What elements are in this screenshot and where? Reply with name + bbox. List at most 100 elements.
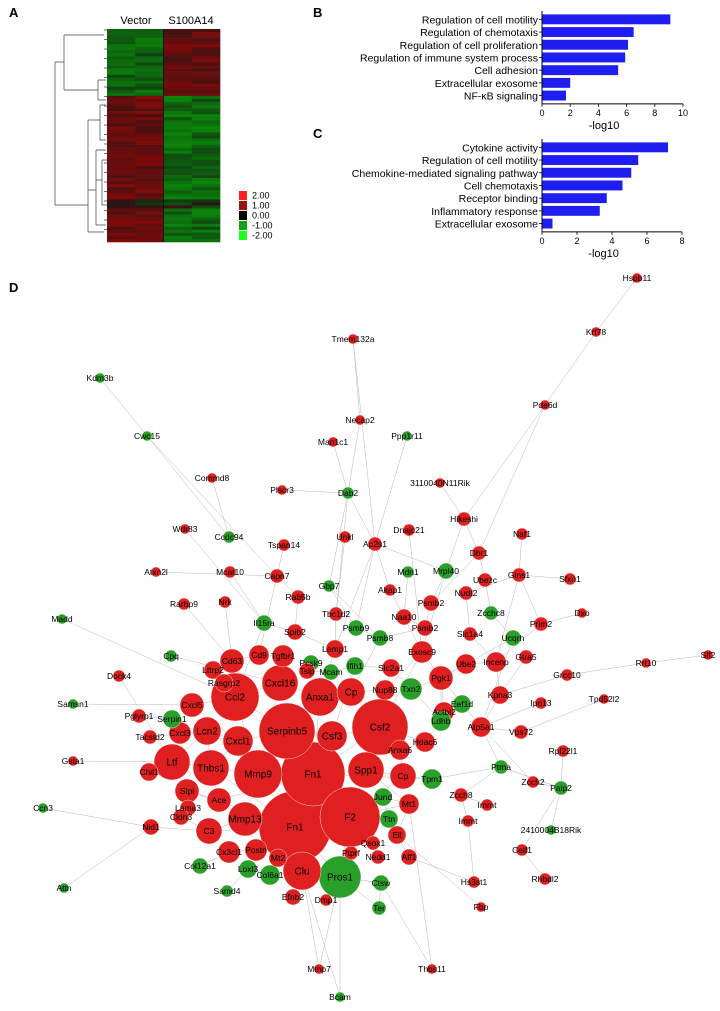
node-label: Fbp [474, 902, 489, 912]
heatmap-cell [107, 135, 136, 139]
heatmap-cell [191, 214, 221, 218]
network-node [351, 698, 409, 756]
network-node [539, 399, 551, 411]
node-label: Fn1 [304, 770, 322, 781]
node-label: Jund [374, 792, 393, 802]
network-node [504, 629, 522, 647]
network-node [399, 677, 423, 701]
network-node [258, 702, 316, 760]
network-node [223, 565, 237, 579]
network-node [381, 658, 401, 678]
heatmap-cell [163, 175, 193, 179]
heatmap-cell [163, 32, 193, 36]
heatmap-cell [107, 126, 136, 130]
heatmap-cell [163, 217, 193, 221]
network-edge [61, 618, 236, 698]
x-tick-label: 2 [574, 236, 579, 246]
heatmap-cell [107, 220, 136, 225]
heatmap-cell [163, 92, 193, 97]
node-label: Spib2 [284, 627, 306, 637]
heatmap-dendrogram [54, 29, 107, 233]
network-node [545, 824, 557, 836]
network-node [371, 629, 389, 647]
network-node [248, 644, 270, 666]
heatmap-cell [107, 223, 136, 228]
legend-value: -2.00 [252, 231, 273, 241]
heatmap-cell [135, 138, 164, 142]
heatmap-cell [191, 102, 221, 106]
network-node [533, 616, 549, 632]
heatmap-cell [135, 226, 164, 231]
node-label: Ctsw [372, 878, 392, 888]
node-label: Ptma [491, 762, 511, 772]
heatmap-cell [163, 68, 193, 72]
bar [542, 193, 607, 204]
network-node [162, 709, 182, 729]
network-edge [465, 574, 520, 594]
heatmap-cell [191, 193, 221, 197]
heatmap-cell [135, 208, 164, 212]
network-node [471, 545, 487, 561]
heatmap-cell [135, 123, 164, 127]
panel-a-label: A [9, 5, 19, 20]
node-label: Psmb2 [412, 623, 439, 633]
heatmap-cell [135, 53, 164, 57]
node-label: Tacstd2 [135, 732, 165, 742]
heatmap-cell [191, 144, 221, 148]
dendrogram-branches [54, 29, 107, 233]
heatmap-cell [107, 196, 136, 200]
node-label: Ube2 [456, 659, 477, 669]
heatmap-cell [107, 129, 136, 133]
legend-swatch [239, 201, 247, 210]
network-node [398, 793, 420, 815]
heatmap-cell [135, 126, 164, 130]
heatmap-cell [135, 187, 164, 191]
category-label: Regulation of chemotaxis [420, 27, 538, 39]
network-node [316, 720, 348, 752]
x-tick-label: 8 [652, 108, 657, 118]
node-label: Fn1 [286, 823, 304, 834]
node-label: Tpd52l2 [589, 694, 620, 704]
network-node [191, 857, 209, 875]
heatmap-cell [191, 71, 221, 75]
network-edge [332, 441, 349, 494]
network-node [372, 874, 390, 892]
network-node [233, 749, 283, 799]
node-label: Cx3cl1 [216, 847, 242, 857]
node-label: Exosc9 [408, 647, 436, 657]
bar [542, 205, 600, 216]
heatmap-cell [191, 29, 221, 33]
node-label: Capn7 [264, 571, 289, 581]
node-label: Rarbp9 [170, 599, 198, 609]
legend-swatch [239, 221, 247, 230]
heatmap-cell [107, 190, 136, 194]
network-node [437, 562, 455, 580]
network-node [325, 639, 345, 659]
heatmap-cell [135, 217, 164, 221]
heatmap-cell [135, 80, 164, 85]
heatmap-cell [163, 132, 193, 136]
heatmap-cell [107, 71, 136, 75]
network-edge [42, 807, 152, 828]
heatmap-cell [135, 129, 164, 133]
heatmap-cell [107, 59, 136, 63]
network-edge [396, 834, 482, 908]
network-node [328, 606, 344, 622]
node-label: F2 [344, 813, 356, 824]
heatmap-cell [135, 147, 164, 152]
node-label: Loxl3 [238, 864, 259, 874]
heatmap-cell [135, 44, 164, 48]
node-label: Spp1 [354, 766, 378, 777]
heatmap-cell [107, 150, 136, 155]
node-label: Col6a1 [257, 870, 284, 880]
heatmap-cell [107, 86, 136, 91]
network-node [538, 872, 552, 886]
heatmap-cell [135, 193, 164, 197]
heatmap-cell [191, 89, 221, 94]
heatmap-cell [135, 92, 164, 97]
network-node [37, 802, 49, 814]
network-node [395, 608, 413, 626]
heatmap-cell [163, 214, 193, 218]
category-label: Extracellular exosome [435, 78, 538, 90]
network-node [452, 694, 472, 714]
